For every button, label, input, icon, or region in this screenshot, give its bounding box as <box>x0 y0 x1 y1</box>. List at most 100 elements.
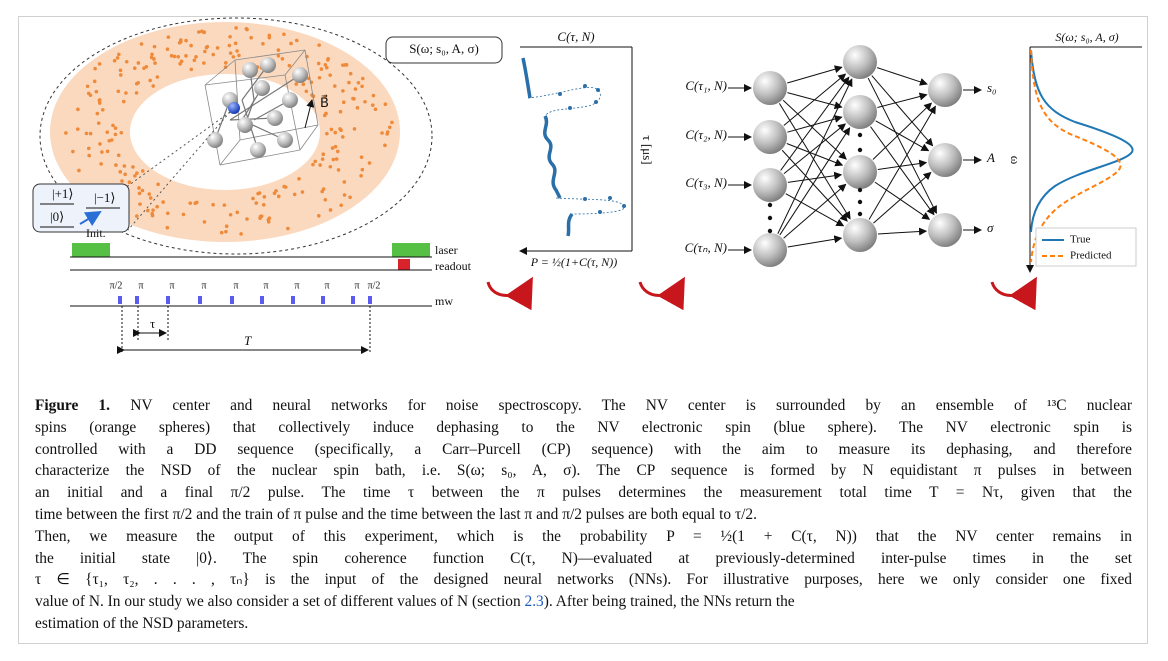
nuclear-spin <box>281 57 285 61</box>
nuclear-spin <box>288 64 292 68</box>
nuclear-spin <box>76 127 80 131</box>
pi-label: π <box>324 280 329 291</box>
carbon-atom <box>277 132 293 148</box>
nuclear-spin <box>124 91 128 95</box>
nuclear-spin <box>93 67 97 71</box>
nuclear-spin <box>329 208 333 212</box>
nuclear-spin <box>86 84 90 88</box>
caption-line: controlled with a DD sequence (specifica… <box>35 439 1132 461</box>
nuclear-spin <box>100 150 104 154</box>
nuclear-spin <box>150 52 154 56</box>
nuclear-spin <box>122 100 126 104</box>
nuclear-spin <box>262 203 266 207</box>
mw-label: mw <box>435 294 453 308</box>
nuclear-spin <box>96 112 100 116</box>
caption-line: τ ∈ {τ₁, τ₂, . . . , τₙ} is the input of… <box>35 569 1132 591</box>
nuclear-spin <box>361 77 365 81</box>
nuclear-spin <box>97 121 101 125</box>
mw-pulse <box>118 296 122 304</box>
nuclear-spin <box>200 30 204 34</box>
nuclear-spin <box>325 132 329 136</box>
nuclear-spin <box>182 213 186 217</box>
nuclear-spin <box>228 44 232 48</box>
nn-ellipsis <box>858 188 862 192</box>
nuclear-spin <box>211 203 215 207</box>
nuclear-spin <box>116 56 120 60</box>
nn-edge <box>784 74 846 125</box>
nuclear-spin <box>225 224 229 228</box>
flow-arrow <box>640 282 682 296</box>
nn-output-label: σ <box>987 220 994 235</box>
nuclear-spin <box>311 163 315 167</box>
nn-node <box>928 143 962 177</box>
nuclear-spin <box>359 174 363 178</box>
nn-input-label: C(τ₁, N) <box>685 78 727 93</box>
nn-edge <box>877 68 927 84</box>
caption-line: characterize the NSD of the nuclear spin… <box>35 460 1132 482</box>
nn-edge <box>784 184 846 238</box>
nuclear-spin <box>336 150 340 154</box>
nn-node <box>928 73 962 107</box>
nuclear-spin <box>153 61 157 65</box>
nn-edge <box>873 103 931 159</box>
level-minus: |−1⟩ <box>94 190 116 205</box>
nuclear-spin <box>114 163 118 167</box>
coherence-point <box>594 100 598 104</box>
nuclear-spin <box>125 60 129 64</box>
nuclear-spin <box>268 36 272 40</box>
nuclear-spin <box>95 90 99 94</box>
pi-label: π <box>263 280 268 291</box>
nuclear-spin <box>289 42 293 46</box>
nuclear-spin <box>357 81 361 85</box>
nuclear-spin <box>251 197 255 201</box>
nuclear-spin <box>166 47 170 51</box>
nuclear-spin <box>234 42 238 46</box>
nuclear-spin <box>360 85 364 89</box>
half-pi-label: π/2 <box>368 280 381 291</box>
init-label: Init. <box>86 226 106 240</box>
nuclear-spin <box>235 49 239 53</box>
mw-pulse <box>368 296 372 304</box>
neural-network: C(τ₁, N)C(τ₂, N)C(τ₃, N)C(τₙ, N)s₀Aσ <box>685 45 997 267</box>
mw-pulse <box>230 296 234 304</box>
nn-output-label: A <box>986 150 995 165</box>
nuclear-spin <box>156 183 160 187</box>
mw-pulse <box>321 296 325 304</box>
nuclear-spin <box>194 55 198 59</box>
caption-label: Figure 1. <box>35 397 110 414</box>
coherence-point <box>608 196 612 200</box>
nuclear-spin <box>341 89 345 93</box>
nuclear-spin <box>151 208 155 212</box>
caption-text: NV center and neural networks for noise … <box>110 397 1132 414</box>
tau-axis-label: τ [μs] <box>640 135 655 164</box>
nn-edge <box>868 78 936 213</box>
nuclear-spin <box>343 193 347 197</box>
laser-label: laser <box>435 243 458 257</box>
omega-label: ω <box>1008 156 1023 165</box>
nuclear-spin <box>229 213 233 217</box>
nuclear-spin <box>71 150 75 154</box>
nuclear-spin <box>193 201 197 205</box>
nuclear-spin <box>135 214 139 218</box>
nn-edge <box>783 100 846 159</box>
nuclear-spin <box>98 142 102 146</box>
nuclear-spin <box>295 39 299 43</box>
nuclear-spin <box>301 190 305 194</box>
nuclear-spin <box>328 165 332 169</box>
nn-ellipsis <box>768 203 772 207</box>
mw-pulse <box>291 296 295 304</box>
nuclear-spin <box>325 66 329 70</box>
nuclear-spin <box>337 168 341 172</box>
caption-line: estimation of the NSD parameters. <box>35 613 1132 635</box>
carbon-atom <box>292 67 308 83</box>
section-link[interactable]: 2.3 <box>525 593 544 610</box>
pi-label: π <box>138 280 143 291</box>
mw-pulse <box>260 296 264 304</box>
nn-edge <box>780 128 850 235</box>
nuclear-spin <box>321 157 325 161</box>
nuclear-spin <box>117 153 121 157</box>
nuclear-spin <box>123 172 127 176</box>
nn-ellipsis <box>858 148 862 152</box>
nuclear-spin <box>293 193 297 197</box>
pi-label: π <box>233 280 238 291</box>
